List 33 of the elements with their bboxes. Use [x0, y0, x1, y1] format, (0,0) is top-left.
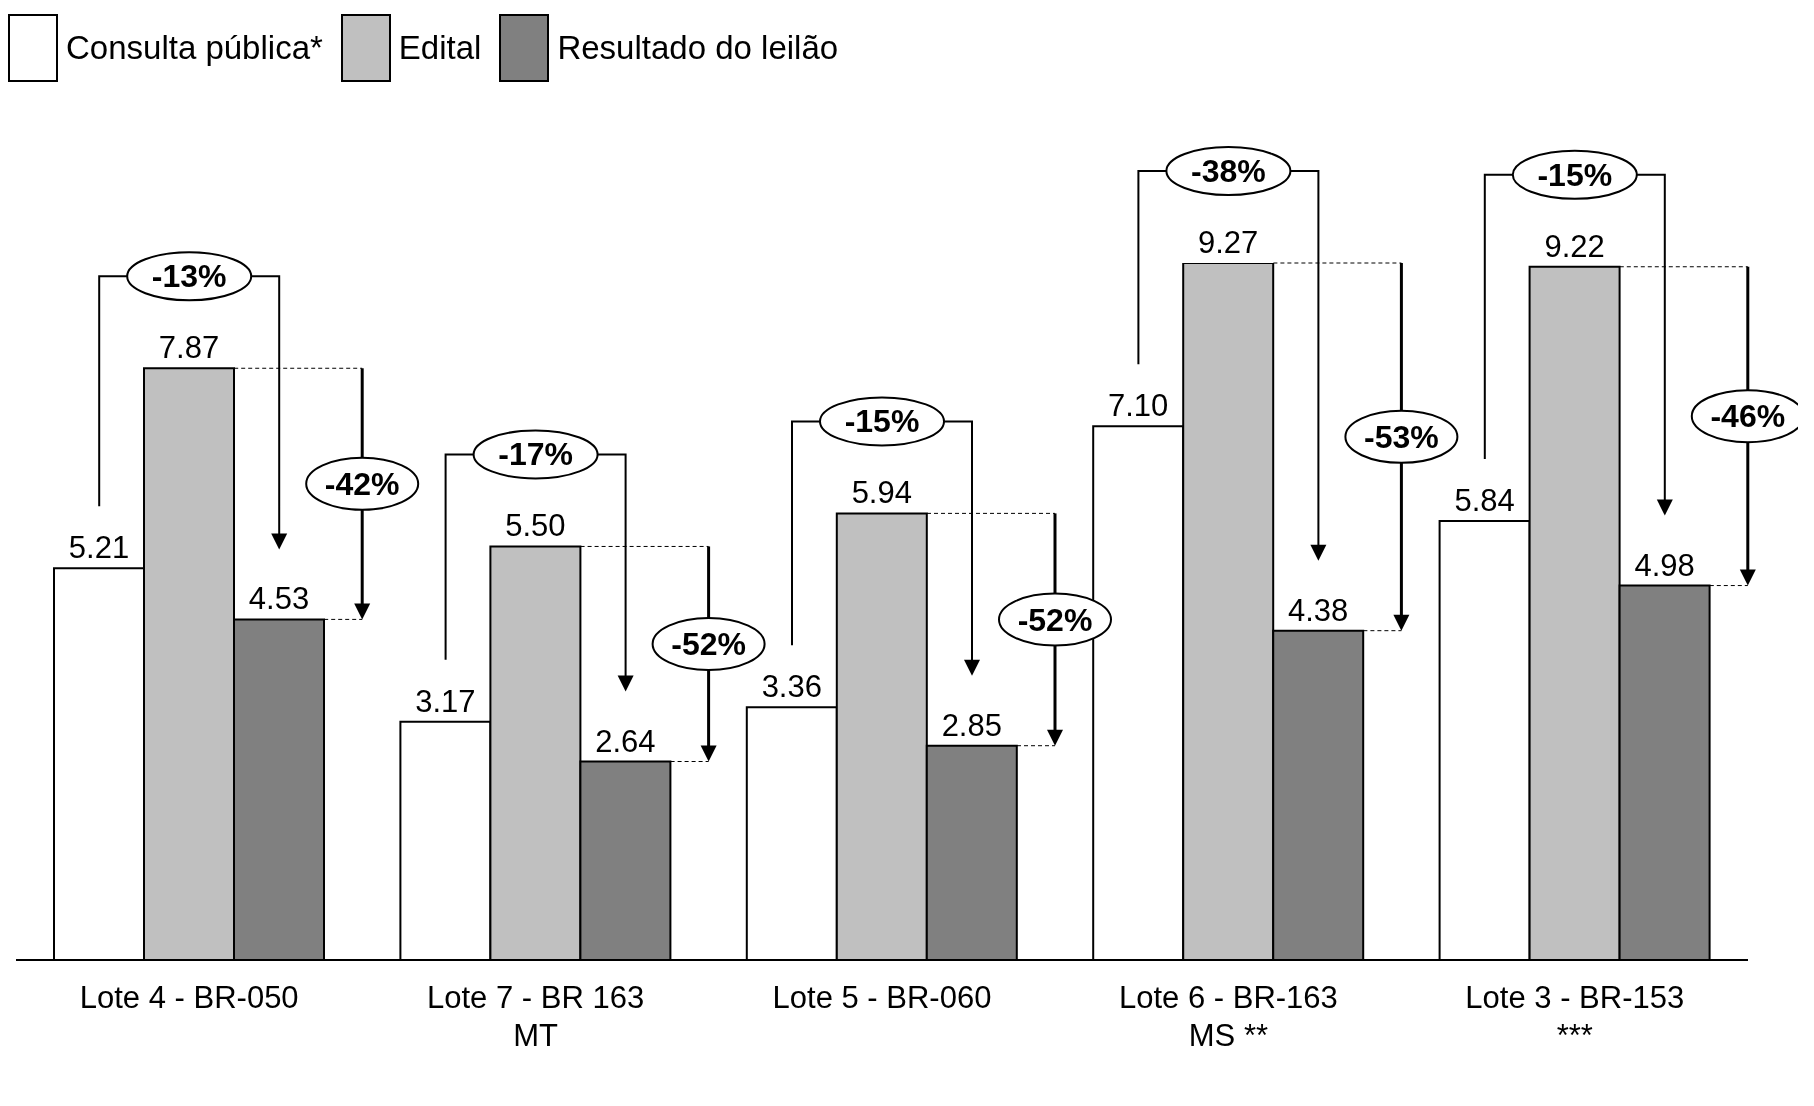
data-label: 7.87 [158, 330, 220, 366]
annotation: -13% [151, 258, 227, 295]
legend-label: Edital [398, 29, 482, 67]
annotation: -15% [844, 403, 920, 440]
data-label: 5.94 [851, 475, 912, 511]
x-tick-label: Lote 3 - BR-153 *** [1465, 980, 1685, 1053]
data-label: 2.85 [941, 707, 1002, 743]
x-tick-label: Lote 4 - BR-050 [79, 980, 299, 1015]
annotation: -52% [1017, 601, 1093, 638]
text: -15% [1537, 156, 1613, 193]
x-tick-label: Lote 6 - BR-163 MS ** [1118, 980, 1338, 1053]
x-tick-label: Lote 7 - BR 163 MT [427, 980, 645, 1053]
legend-label: Resultado do leilão [557, 29, 839, 67]
x-tick-label: Lote 5 - BR-060 [772, 980, 992, 1015]
data-label: 3.17 [415, 683, 476, 719]
annotation: -17% [498, 436, 573, 473]
data-label: 7.10 [1108, 388, 1169, 424]
legend-label: Consulta pública* [66, 29, 323, 67]
data-label: 9.27 [1198, 225, 1259, 260]
data-label: 4.98 [1634, 547, 1695, 583]
annotation: -42% [324, 465, 400, 502]
annotation: -53% [1364, 418, 1439, 455]
data-label: 4.53 [248, 581, 310, 617]
data-label: 5.21 [68, 530, 130, 566]
data-label: 4.38 [1288, 592, 1349, 628]
data-label: 5.50 [505, 508, 566, 544]
annotation: -46% [1710, 398, 1786, 435]
data-label: 9.22 [1544, 228, 1605, 264]
data-label: 2.64 [595, 723, 656, 759]
data-label: 5.84 [1454, 482, 1515, 518]
annotation: -52% [671, 625, 746, 662]
data-label: 3.36 [761, 669, 822, 705]
text: -38% [1191, 153, 1266, 189]
